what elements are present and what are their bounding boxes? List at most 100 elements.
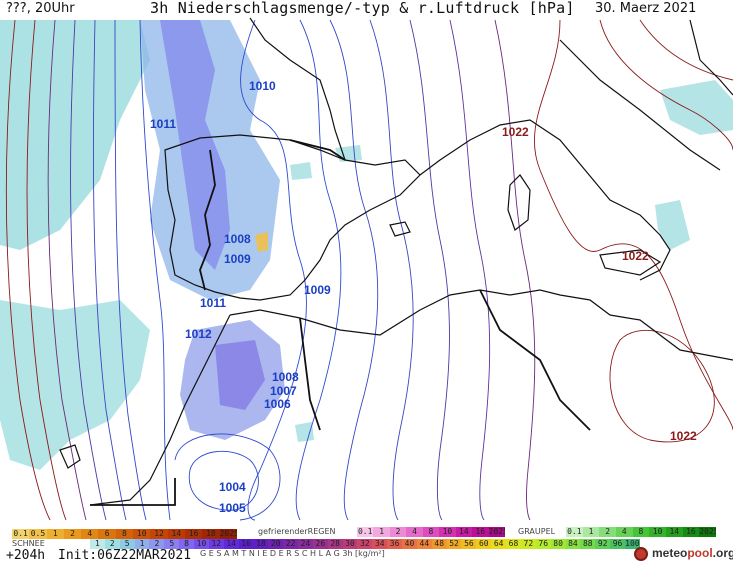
legend-swatch: 80 — [550, 539, 566, 549]
map-title: 3h Niederschlagsmenge/-typ & r.Luftdruck… — [150, 0, 575, 17]
legend-swatch: 8 — [179, 539, 195, 549]
legend-swatch: 1 — [582, 527, 600, 537]
isobar-label: 1009 — [304, 283, 331, 297]
legend-swatch: 1 — [134, 539, 150, 549]
legend-swatch: 1 — [373, 527, 390, 537]
isobars — [5, 19, 733, 521]
legend-swatch: 96 — [610, 539, 625, 549]
legend-swatch: 0.1 — [12, 529, 30, 539]
border-morocco-algeria — [299, 317, 321, 431]
isobar-line — [188, 450, 259, 511]
legend-swatch: 16 — [682, 527, 700, 537]
legend-swatch: 4 — [81, 529, 99, 539]
legend-swatch: 22 — [283, 539, 299, 549]
legend-swatch: 2 — [104, 539, 120, 549]
legend-swatch: 60 — [476, 539, 492, 549]
legend-swatch: 8 — [115, 529, 134, 539]
legend-swatch: 26 — [312, 539, 328, 549]
legend-swatch: 76 — [535, 539, 551, 549]
isobar-line — [494, 19, 536, 521]
border-western-sahara — [90, 478, 176, 506]
legend-swatch: 16 — [184, 529, 203, 539]
legend-swatch: 92 — [595, 539, 611, 549]
legend-swatch: 18 — [253, 539, 269, 549]
legend-swatch: 2 — [63, 529, 82, 539]
legend-graupel-label: GRAUPEL — [518, 527, 556, 536]
legend-swatch: 8 — [422, 527, 440, 537]
legend-swatch: 68 — [506, 539, 521, 549]
isobar-label: 1012 — [185, 327, 212, 341]
rain-area-calabria — [655, 200, 690, 250]
legend-swatch: 16 — [238, 539, 254, 549]
isobar-line — [639, 19, 733, 81]
isobar-line — [26, 19, 67, 521]
legend-swatch: 6 — [98, 529, 116, 539]
legend-swatch: 10 — [133, 529, 151, 539]
coast-canaries — [59, 444, 81, 469]
precipitation-areas — [0, 20, 733, 470]
coast-iberia — [164, 134, 421, 301]
isobar-line — [369, 19, 414, 521]
isobar-label: 1010 — [249, 79, 276, 93]
rain-area-atlantic-west — [0, 20, 150, 250]
legend-swatch: 4 — [615, 527, 633, 537]
rain-area-pyrenees — [290, 162, 312, 180]
isobar-line — [92, 19, 127, 521]
legend-swatch: 8 — [632, 527, 650, 537]
rain-area-balkans — [660, 80, 733, 135]
isobar-line — [599, 19, 733, 151]
legend-swatch: 14 — [167, 529, 185, 539]
legend-swatch: 12 — [208, 539, 224, 549]
isobar-line — [174, 433, 281, 521]
rain-area-morocco-core — [215, 340, 265, 410]
legend-swatch: 18 — [202, 529, 220, 539]
legend-swatch: 0.1 — [357, 527, 374, 537]
coast-italy — [419, 119, 671, 281]
isobar-label: 1011 — [200, 296, 226, 310]
isobar-label: 1006 — [264, 397, 291, 411]
legend-swatch: 72 — [520, 539, 536, 549]
border-spain-portugal — [199, 149, 216, 291]
brand-suffix: pool — [687, 546, 713, 560]
legend-swatch: 28 — [327, 539, 343, 549]
legend-swatch: 2 — [149, 539, 165, 549]
isobar-label: 1004 — [219, 480, 246, 494]
legend-swatch: 10 — [439, 527, 456, 537]
snow-patch — [255, 232, 268, 252]
isobar-label: 1022 — [502, 125, 529, 139]
legend-swatch: 20 — [268, 539, 284, 549]
rain-area-atlantic-south — [0, 300, 150, 470]
legend-freezing-rain-bar: 0.112481014162025+ — [357, 527, 505, 537]
legend-swatch: 2 — [389, 527, 407, 537]
legend-swatch: 4 — [406, 527, 423, 537]
isobar-line — [70, 19, 107, 521]
legend-swatch: 1 — [46, 529, 64, 539]
isobar-line — [5, 19, 51, 521]
legend-swatch: 2025+ — [699, 527, 716, 537]
legend-swatch: 14 — [665, 527, 683, 537]
legend-swatch: 1 — [90, 539, 105, 549]
borders — [90, 139, 591, 506]
legend-swatch: 14 — [223, 539, 239, 549]
legend-swatch: 30 — [342, 539, 358, 549]
legend-swatch: 2025+ — [219, 529, 237, 539]
border-algeria-tunisia — [479, 289, 591, 431]
brand-link[interactable]: meteopool.org — [652, 546, 733, 560]
legend-swatch: 40 — [402, 539, 417, 549]
legend-swatch: 52 — [446, 539, 462, 549]
isobar-label: 1007 — [270, 384, 297, 398]
legend-swatch: 16 — [472, 527, 489, 537]
coast-france-west — [249, 17, 346, 161]
legend-swatch: 56 — [461, 539, 477, 549]
legend-swatch: 34 — [372, 539, 388, 549]
border-pyrenees — [289, 139, 346, 161]
isobar-line — [295, 19, 342, 521]
forecast-step: +204h — [6, 548, 46, 563]
isobar-label: 1009 — [224, 252, 251, 266]
coast-adriatic — [559, 39, 721, 171]
legend-swatch: 44 — [416, 539, 432, 549]
legend-swatch: 0.1 — [566, 527, 583, 537]
legend-swatch: 100 — [624, 539, 640, 549]
